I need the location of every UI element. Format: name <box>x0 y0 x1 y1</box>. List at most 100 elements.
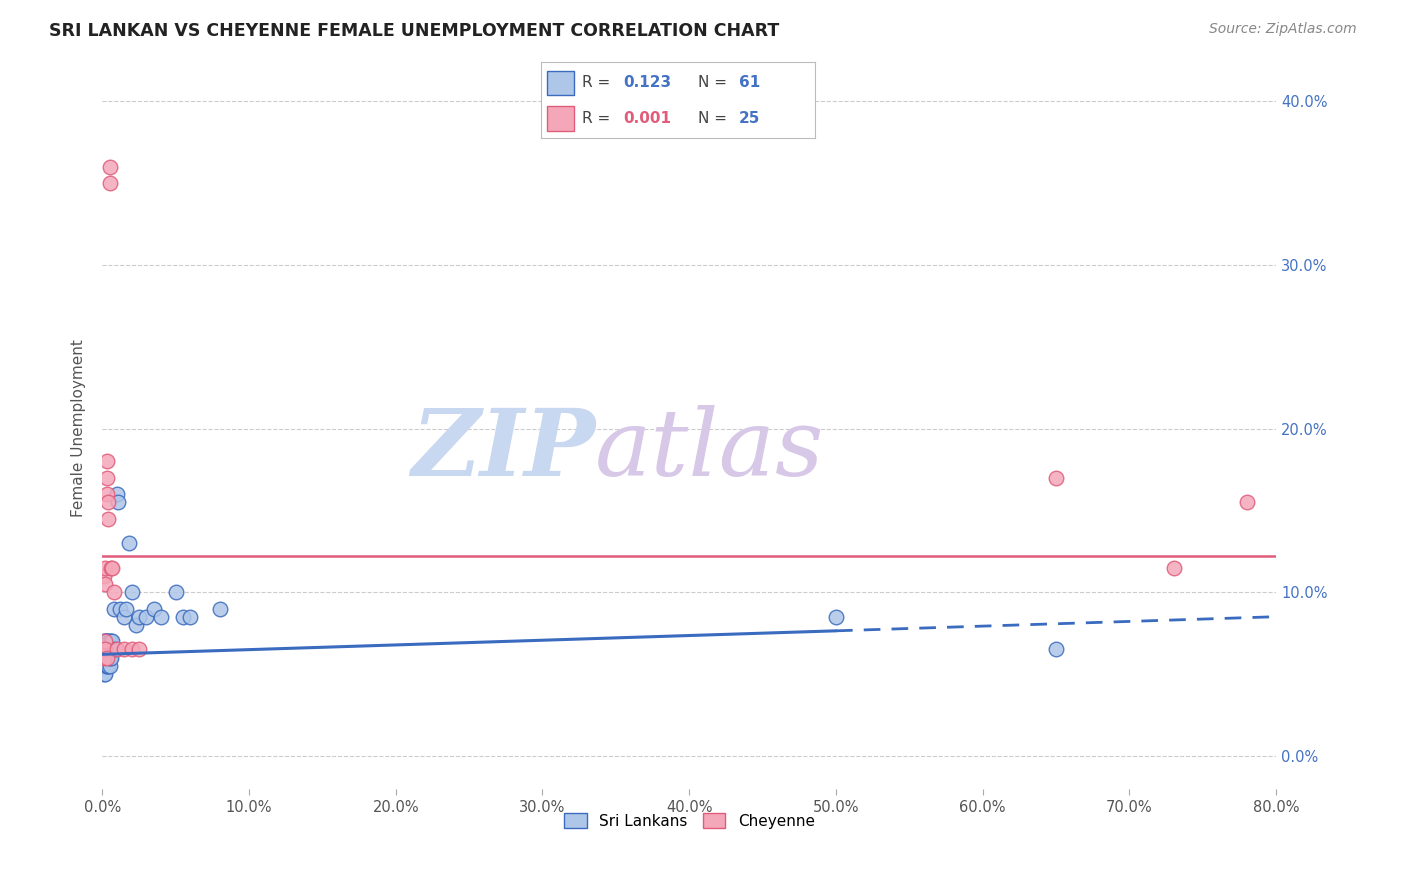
Point <box>96 658 118 673</box>
Point <box>96 470 118 484</box>
Point <box>93 650 115 665</box>
Text: R =: R = <box>582 76 616 90</box>
Point <box>100 634 122 648</box>
Point <box>96 454 118 468</box>
Point <box>94 650 117 665</box>
Point <box>93 658 115 673</box>
Point <box>96 650 118 665</box>
Point <box>121 642 143 657</box>
Point <box>101 560 124 574</box>
Point <box>97 642 120 657</box>
Text: 25: 25 <box>738 111 761 126</box>
Point <box>128 609 150 624</box>
Text: 0.001: 0.001 <box>624 111 672 126</box>
Point <box>93 634 115 648</box>
Text: ZIP: ZIP <box>411 405 595 495</box>
Point <box>1236 495 1258 509</box>
Point <box>103 601 125 615</box>
Point <box>94 634 117 648</box>
Point <box>94 634 117 648</box>
Point <box>101 642 124 657</box>
Point <box>100 642 122 657</box>
Point <box>97 650 120 665</box>
Point <box>94 650 117 665</box>
Point <box>105 642 128 657</box>
Point <box>121 585 143 599</box>
Point <box>94 642 117 657</box>
Point <box>98 658 121 673</box>
Point <box>1045 470 1067 484</box>
Point <box>96 650 118 665</box>
Point <box>101 634 124 648</box>
Point <box>94 560 117 574</box>
Text: Source: ZipAtlas.com: Source: ZipAtlas.com <box>1209 22 1357 37</box>
Point <box>93 667 115 681</box>
Point <box>135 609 157 624</box>
Point <box>96 650 118 665</box>
Point <box>97 658 120 673</box>
Point <box>94 650 117 665</box>
Point <box>128 642 150 657</box>
Point <box>112 642 135 657</box>
Point <box>93 642 115 657</box>
Point <box>98 634 121 648</box>
Point <box>104 642 127 657</box>
Point <box>96 642 118 657</box>
Point <box>93 650 115 665</box>
Point <box>94 642 117 657</box>
Point <box>96 642 118 657</box>
Point <box>105 487 128 501</box>
Point <box>125 618 148 632</box>
Point <box>1163 560 1185 574</box>
Point <box>100 650 122 665</box>
Point <box>108 601 131 615</box>
Point <box>100 560 122 574</box>
Point <box>103 585 125 599</box>
Point <box>97 642 120 657</box>
Point <box>98 650 121 665</box>
Point <box>97 650 120 665</box>
Point <box>96 650 118 665</box>
Point <box>94 577 117 591</box>
Point <box>98 176 121 190</box>
Point <box>93 569 115 583</box>
Point <box>98 650 121 665</box>
Point <box>96 634 118 648</box>
Point <box>172 609 194 624</box>
Point <box>97 634 120 648</box>
Point <box>825 609 848 624</box>
Text: N =: N = <box>697 76 731 90</box>
Point <box>179 609 201 624</box>
Point <box>94 658 117 673</box>
Point <box>149 609 172 624</box>
FancyBboxPatch shape <box>547 106 574 130</box>
Text: 0.123: 0.123 <box>624 76 672 90</box>
Text: atlas: atlas <box>595 405 825 495</box>
Point <box>112 609 135 624</box>
Point <box>94 642 117 657</box>
Text: SRI LANKAN VS CHEYENNE FEMALE UNEMPLOYMENT CORRELATION CHART: SRI LANKAN VS CHEYENNE FEMALE UNEMPLOYME… <box>49 22 779 40</box>
Point <box>96 642 118 657</box>
Point <box>98 160 121 174</box>
Point <box>107 495 129 509</box>
Point <box>1045 642 1067 657</box>
Legend: Sri Lankans, Cheyenne: Sri Lankans, Cheyenne <box>558 807 821 835</box>
Point <box>94 667 117 681</box>
Point <box>93 642 115 657</box>
Y-axis label: Female Unemployment: Female Unemployment <box>72 340 86 517</box>
Text: R =: R = <box>582 111 616 126</box>
Point <box>96 658 118 673</box>
Point <box>94 634 117 648</box>
Point <box>96 487 118 501</box>
Point <box>165 585 187 599</box>
Point <box>97 495 120 509</box>
FancyBboxPatch shape <box>547 70 574 95</box>
Point <box>117 536 139 550</box>
Point <box>96 634 118 648</box>
Point <box>142 601 165 615</box>
Point <box>97 511 120 525</box>
Text: N =: N = <box>697 111 731 126</box>
Text: 61: 61 <box>738 76 761 90</box>
Point <box>114 601 136 615</box>
Point <box>98 642 121 657</box>
